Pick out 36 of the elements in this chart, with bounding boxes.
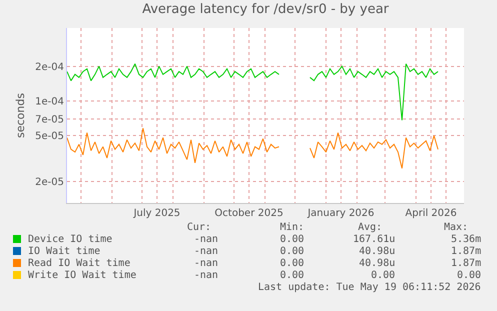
legend-label: Write IO Wait time xyxy=(28,270,136,281)
text: 40.98u xyxy=(359,246,396,257)
text: -nan xyxy=(194,234,218,245)
y-tick-label: 2e-05 xyxy=(35,176,64,188)
text: Max: xyxy=(444,222,468,233)
legend-label: Device IO time xyxy=(28,234,112,245)
text: Cur: xyxy=(187,222,212,233)
text: -nan xyxy=(194,258,218,269)
text: 0.00 xyxy=(457,270,482,281)
text: 0.00 xyxy=(371,270,396,281)
y-tick-label: 2e-04 xyxy=(35,62,64,73)
chart-title: Average latency for /dev/sr0 - by year xyxy=(142,2,390,18)
text: -nan xyxy=(194,246,218,257)
text: 1.87m xyxy=(451,258,482,269)
legend-label: IO Wait time xyxy=(28,246,100,257)
text: 0.00 xyxy=(280,258,304,269)
text: Avg: xyxy=(358,222,382,233)
text: 5.36m xyxy=(451,234,482,245)
y-tick-label: 7e-05 xyxy=(35,114,64,126)
text: 0.00 xyxy=(280,234,304,245)
text: 1.87m xyxy=(451,246,482,257)
y-tick-label: 1e-04 xyxy=(35,96,64,108)
text: 40.98u xyxy=(359,258,396,269)
x-tick-label: July 2025 xyxy=(132,208,180,219)
x-tick-label: January 2026 xyxy=(306,208,374,219)
text: 0.00 xyxy=(280,270,304,281)
x-tick-label: April 2026 xyxy=(405,208,457,219)
text: 0.00 xyxy=(280,246,304,257)
text: Min: xyxy=(280,222,304,233)
y-tick-label: 5e-05 xyxy=(35,131,64,142)
y-axis-title: seconds xyxy=(14,92,27,138)
x-tick-label: October 2025 xyxy=(214,208,284,219)
text: 167.61u xyxy=(353,234,396,245)
text: Last update: Tue May 19 06:11:52 2026 xyxy=(258,282,481,293)
text: -nan xyxy=(194,270,218,281)
legend-label: Read IO Wait time xyxy=(28,258,130,269)
